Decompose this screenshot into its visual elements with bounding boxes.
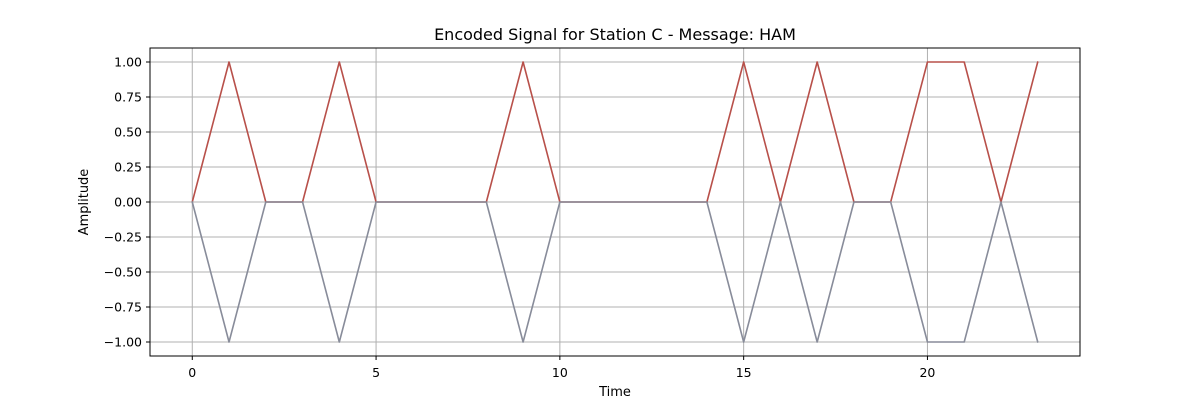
y-tick-label: −0.25 — [104, 230, 142, 245]
x-tick-label: 10 — [552, 365, 568, 380]
y-tick-label: −1.00 — [104, 335, 142, 350]
axis-ticks: 0 5 10 15 20 1.00 0.75 0.50 0.25 0.00 −0.25 −0.50 −0… — [104, 55, 936, 381]
y-tick-label: 0.25 — [114, 160, 142, 175]
x-tick-label: 0 — [188, 365, 196, 380]
y-tick-label: 0.00 — [114, 195, 142, 210]
x-tick-label: 20 — [919, 365, 935, 380]
chart-title: Encoded Signal for Station C - Message: … — [434, 25, 796, 44]
x-tick-label: 15 — [736, 365, 752, 380]
grid-lines — [150, 48, 1080, 356]
y-axis-label: Amplitude — [77, 169, 92, 236]
y-tick-label: −0.75 — [104, 300, 142, 315]
y-tick-label: 0.50 — [114, 125, 142, 140]
x-tick-label: 5 — [372, 365, 380, 380]
series-line-2 — [191, 201, 1039, 343]
y-tick-label: −0.50 — [104, 265, 142, 280]
x-axis-label: Time — [598, 385, 631, 400]
y-tick-label: 1.00 — [114, 55, 142, 70]
y-tick-label: 0.75 — [114, 90, 142, 105]
series-lines — [191, 61, 1039, 343]
